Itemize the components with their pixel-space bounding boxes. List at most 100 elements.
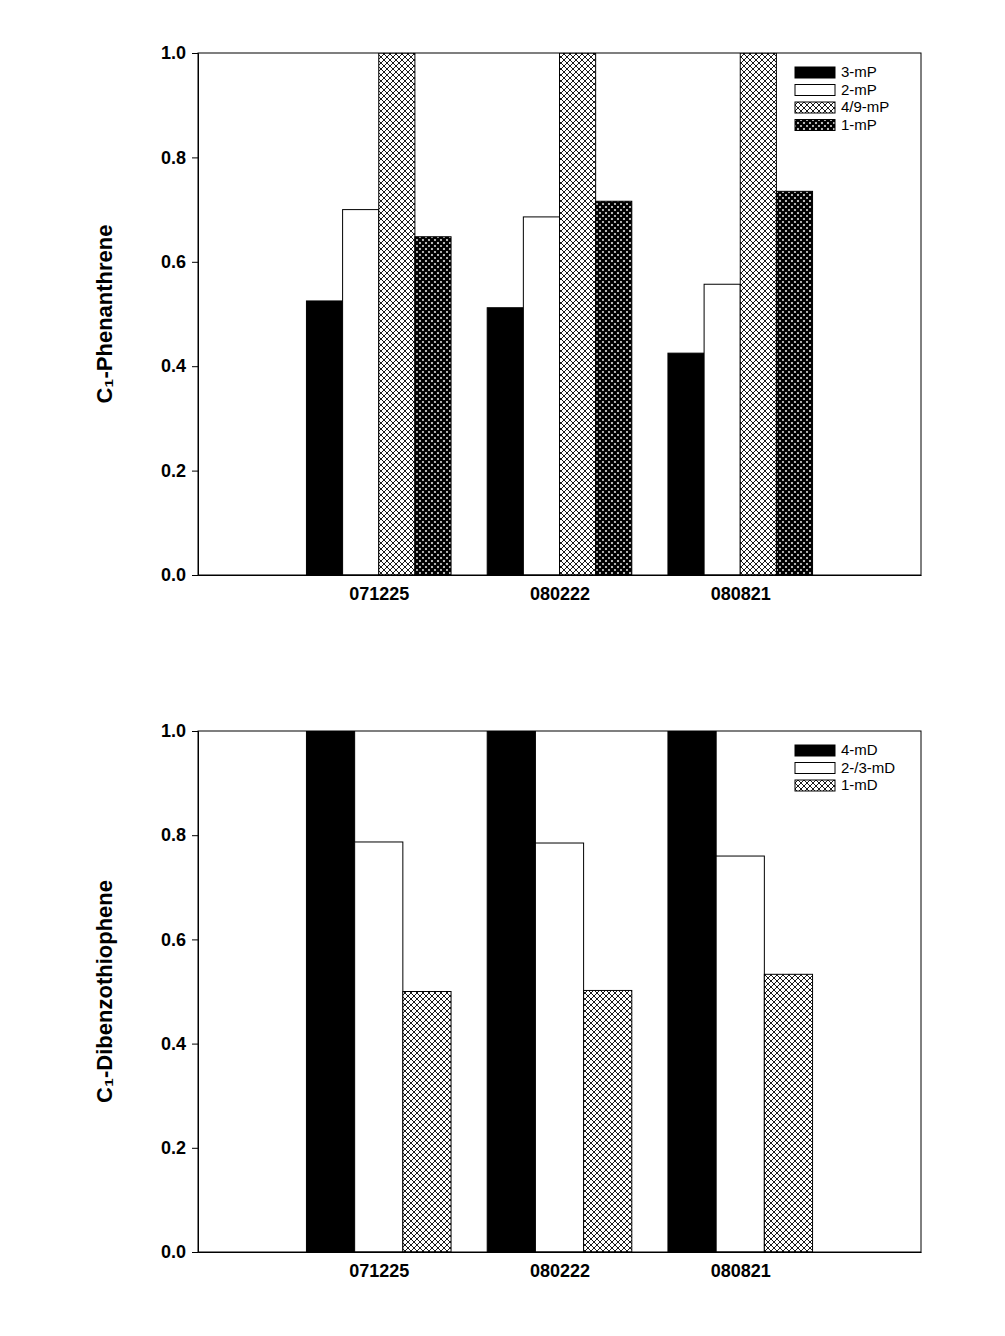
bar: [764, 974, 812, 1252]
y-tick-mark: [192, 471, 198, 472]
legend-swatch: [795, 763, 835, 774]
bars: [306, 53, 812, 575]
bar: [306, 301, 342, 575]
x-tick: 080222: [530, 1261, 590, 1281]
y-tick: 1.0: [161, 43, 198, 63]
legend-swatch: [795, 745, 835, 756]
x-axis: 071225 080222 080821: [199, 1253, 922, 1281]
y-tick: 1.0: [161, 721, 198, 741]
bar: [535, 843, 583, 1252]
bar: [415, 237, 451, 575]
plot-frame: [198, 731, 921, 1252]
y-tick-mark: [192, 939, 198, 940]
legend-label: 2-mP: [841, 81, 877, 98]
legend-label: 3-mP: [841, 63, 877, 80]
legend-label: 4-mD: [841, 741, 878, 758]
bar: [379, 53, 415, 575]
y-tick: 0.4: [161, 1034, 198, 1054]
y-tick-label: 1.0: [161, 43, 186, 63]
x-tick-label: 080222: [530, 584, 590, 604]
bar: [343, 210, 379, 575]
plot-frame: [198, 53, 921, 575]
legend-swatch: [795, 102, 835, 113]
x-tick: 071225: [349, 1261, 409, 1281]
y-tick: 0.6: [161, 930, 198, 950]
bar: [668, 353, 704, 575]
y-axis-line: [192, 54, 199, 576]
y-tick-label: 0.6: [161, 252, 186, 272]
y-tick-label: 0.4: [161, 1034, 186, 1054]
y-tick-label: 0.2: [161, 461, 186, 481]
bar: [740, 53, 776, 575]
y-tick-mark: [192, 731, 198, 732]
y-tick: 0.6: [161, 252, 198, 272]
y-tick-label: 0.8: [161, 825, 186, 845]
legend: 3-mP2-mP4/9-mP1-mP: [795, 63, 889, 133]
bar: [668, 731, 716, 1252]
y-tick-mark: [192, 575, 198, 576]
y-tick-mark: [192, 1044, 198, 1045]
y-tick-label: 0.0: [161, 1242, 186, 1262]
bar: [776, 191, 812, 575]
y-tick-mark: [192, 835, 198, 836]
legend-swatch: [795, 67, 835, 78]
bar: [306, 731, 354, 1252]
y-axis-title: C₁-Dibenzothiophene: [92, 880, 117, 1103]
page: 0.0 0.2 0.4 0.6 0.8 1.0 071225 080222 080821 C₁-P…: [0, 0, 1005, 1336]
y-tick-mark: [192, 1148, 198, 1149]
bar: [560, 53, 596, 575]
y-tick: 0.4: [161, 356, 198, 376]
y-tick-mark: [192, 262, 198, 263]
x-tick: 080821: [711, 584, 771, 604]
x-tick: 071225: [349, 584, 409, 604]
legend-swatch: [795, 780, 835, 791]
y-tick-label: 0.8: [161, 148, 186, 168]
y-tick: 0.2: [161, 461, 198, 481]
x-axis-line: [199, 1252, 922, 1253]
x-tick: 080821: [711, 1261, 771, 1281]
bar: [596, 201, 632, 575]
bar: [487, 308, 523, 575]
y-axis-line: [192, 732, 199, 1253]
x-axis: 071225 080222 080821: [199, 576, 922, 604]
legend-swatch: [795, 85, 835, 96]
bar: [704, 284, 740, 575]
legend-label: 1-mD: [841, 776, 878, 793]
x-axis-line: [199, 575, 922, 576]
legend-label: 1-mP: [841, 116, 877, 133]
y-tick-label: 0.4: [161, 356, 186, 376]
bar: [355, 842, 403, 1252]
y-tick: 0.8: [161, 825, 198, 845]
chart: 0.0 0.2 0.4 0.6 0.8 1.0 071225 080222 080821 C₁-P…: [92, 43, 922, 604]
y-tick-label: 0.2: [161, 1138, 186, 1158]
x-tick-label: 080821: [711, 1261, 771, 1281]
bar: [487, 731, 535, 1252]
y-tick-mark: [192, 157, 198, 158]
y-tick: 0.0: [161, 565, 198, 585]
y-tick: 0.2: [161, 1138, 198, 1158]
y-tick-label: 0.6: [161, 930, 186, 950]
y-tick-mark: [192, 53, 198, 54]
legend-label: 2-/3-mD: [841, 759, 895, 776]
y-tick-label: 1.0: [161, 721, 186, 741]
y-tick: 0.0: [161, 1242, 198, 1262]
x-tick-label: 071225: [349, 584, 409, 604]
bar: [584, 990, 632, 1252]
legend: 4-mD2-/3-mD1-mD: [795, 741, 895, 793]
chart: 0.0 0.2 0.4 0.6 0.8 1.0 071225 080222 080821 C₁-D…: [92, 721, 922, 1281]
x-tick-label: 080821: [711, 584, 771, 604]
y-tick-mark: [192, 1252, 198, 1253]
y-tick-mark: [192, 366, 198, 367]
y-tick-label: 0.0: [161, 565, 186, 585]
bar: [403, 992, 451, 1253]
x-tick-label: 071225: [349, 1261, 409, 1281]
legend-label: 4/9-mP: [841, 98, 889, 115]
bar: [523, 217, 559, 575]
y-axis-title: C₁-Phenanthrene: [92, 224, 117, 403]
x-tick-label: 080222: [530, 1261, 590, 1281]
bars: [306, 731, 812, 1252]
y-axis: 0.0 0.2 0.4 0.6 0.8 1.0: [161, 43, 199, 585]
y-axis: 0.0 0.2 0.4 0.6 0.8 1.0: [161, 721, 199, 1262]
bar: [716, 856, 764, 1252]
y-tick: 0.8: [161, 148, 198, 168]
